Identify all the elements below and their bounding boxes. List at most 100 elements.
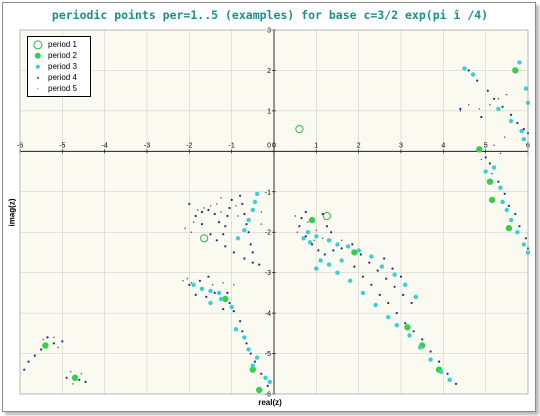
data-point-series-2 — [42, 342, 49, 349]
x-tick-label: 4 — [441, 142, 445, 149]
data-point-series-4 — [501, 105, 504, 108]
data-point-series-4 — [27, 360, 30, 363]
data-point-series-4 — [207, 275, 210, 278]
data-point-series-5 — [315, 229, 317, 231]
data-point-series-3 — [369, 254, 374, 259]
data-point-series-5 — [489, 104, 491, 106]
data-point-series-2 — [488, 196, 496, 204]
data-point-series-3 — [242, 228, 247, 233]
y-tick-label: -5 — [265, 351, 271, 358]
data-point-series-4 — [198, 279, 201, 282]
data-point-series-4 — [412, 330, 415, 333]
data-point-series-4 — [493, 97, 496, 100]
data-point-series-4 — [402, 293, 405, 296]
data-point-series-4 — [213, 291, 216, 294]
data-point-series-4 — [323, 253, 326, 256]
data-point-series-5 — [493, 144, 495, 146]
data-point-series-5 — [184, 227, 186, 229]
data-point-series-4 — [304, 235, 307, 238]
data-point-series-3 — [407, 333, 412, 338]
data-point-series-5 — [186, 278, 188, 280]
data-point-series-3 — [250, 207, 255, 213]
data-point-series-4 — [480, 115, 483, 119]
data-point-series-3 — [356, 248, 361, 253]
data-point-series-3 — [242, 335, 247, 340]
data-point-series-4 — [243, 212, 246, 216]
data-point-series-4 — [476, 79, 479, 82]
data-point-series-5 — [190, 282, 193, 284]
data-point-series-5 — [480, 158, 483, 161]
x-tick-label: 0 — [272, 142, 276, 149]
data-point-series-4 — [224, 245, 227, 248]
data-point-series-4 — [507, 204, 510, 207]
legend-marker — [31, 72, 45, 83]
data-point-series-4 — [232, 310, 235, 313]
x-axis-label: real(z) — [258, 398, 282, 407]
x-tick-label: -5 — [59, 142, 65, 149]
data-point-series-4 — [217, 221, 221, 224]
data-point-series-4 — [260, 372, 263, 375]
data-point-series-5 — [468, 104, 470, 106]
data-point-series-5 — [53, 336, 55, 339]
data-point-series-4 — [516, 121, 519, 125]
data-point-series-5 — [491, 172, 493, 175]
data-point-series-4 — [224, 225, 227, 228]
data-point-series-2 — [404, 324, 411, 331]
data-point-series-4 — [399, 275, 403, 278]
y-tick-label: -6 — [265, 392, 271, 399]
data-point-series-5 — [222, 282, 224, 284]
data-point-series-4 — [340, 247, 343, 250]
data-point-series-4 — [226, 291, 229, 294]
data-point-series-3 — [373, 302, 378, 308]
y-tick-label: 3 — [267, 28, 271, 35]
data-point-series-5 — [237, 215, 239, 217]
y-tick-label: -1 — [265, 189, 271, 196]
legend-item: period 3 — [31, 61, 87, 72]
data-point-series-4 — [200, 223, 204, 226]
data-point-series-4 — [228, 301, 231, 305]
x-tick-label: -1 — [229, 142, 235, 149]
data-point-series-4 — [194, 214, 197, 218]
data-point-series-5 — [235, 205, 237, 207]
data-point-series-3 — [413, 294, 418, 300]
data-point-series-2 — [256, 386, 263, 394]
data-point-series-5 — [260, 223, 262, 225]
data-point-series-3 — [428, 357, 433, 362]
data-point-series-5 — [182, 280, 184, 282]
data-points — [23, 60, 531, 394]
data-point-series-4 — [251, 261, 254, 264]
data-point-series-4 — [300, 217, 303, 220]
data-point-series-2 — [505, 225, 513, 232]
data-point-series-4 — [383, 257, 386, 260]
data-point-series-3 — [235, 236, 241, 241]
x-tick-label: -2 — [186, 142, 192, 149]
data-point-series-4 — [205, 295, 208, 298]
y-tick-label: 2 — [267, 68, 271, 75]
data-point-series-3 — [335, 242, 340, 247]
x-tick-label: 1 — [314, 142, 318, 149]
y-tick-label: -4 — [265, 311, 271, 318]
data-point-series-4 — [368, 261, 371, 264]
data-point-series-3 — [496, 106, 501, 112]
data-point-series-3 — [508, 217, 514, 223]
data-point-series-3 — [345, 244, 351, 249]
data-point-series-3 — [403, 282, 408, 287]
axes — [19, 29, 529, 395]
data-point-series-4 — [239, 194, 242, 197]
legend-item: period 5 — [31, 83, 87, 94]
data-point-series-2 — [249, 366, 256, 373]
data-point-series-4 — [391, 267, 394, 270]
data-point-series-4 — [486, 89, 489, 92]
data-point-series-4 — [467, 69, 470, 72]
data-point-series-4 — [230, 198, 233, 201]
data-point-series-4 — [361, 275, 364, 278]
data-point-series-4 — [228, 206, 231, 210]
data-point-series-5 — [478, 108, 480, 110]
data-point-series-4 — [215, 239, 218, 242]
data-point-series-3 — [394, 323, 399, 328]
data-point-series-4 — [524, 237, 527, 240]
data-point-series-5 — [209, 205, 212, 207]
data-point-series-4 — [232, 251, 235, 254]
